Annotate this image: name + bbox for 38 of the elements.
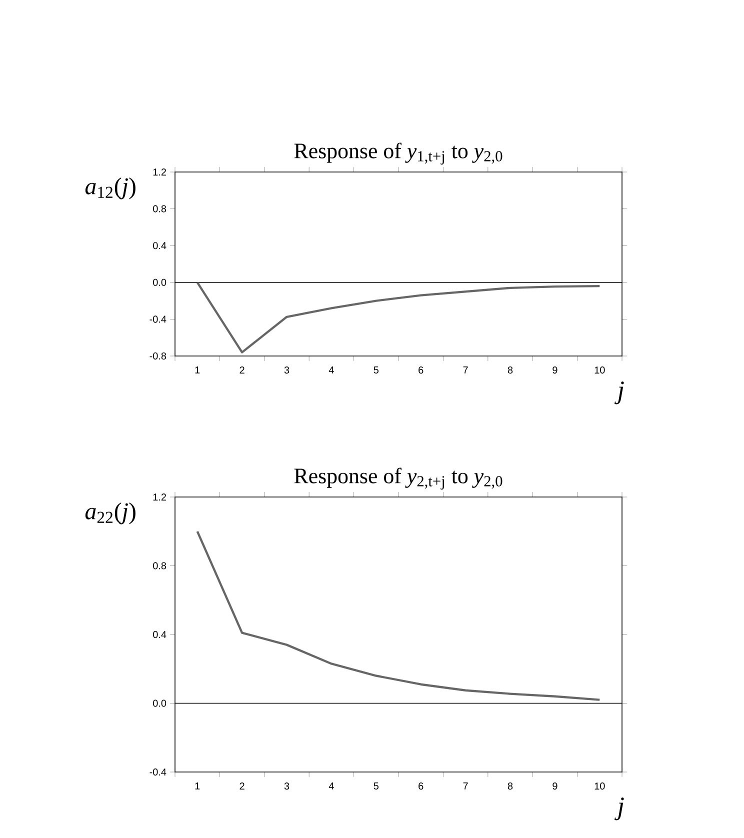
x-axis-title: j [614, 798, 624, 820]
x-tick-label: 7 [463, 782, 468, 790]
x-tick-label: 7 [463, 366, 468, 374]
x-tick-label: 8 [508, 782, 513, 790]
y-tick-label: 0.8 [153, 562, 166, 570]
y-tick-label: -0.8 [150, 352, 166, 360]
y-tick-label: -0.4 [150, 768, 166, 776]
x-tick-label: 9 [552, 782, 558, 790]
y-tick-label: 0.8 [153, 205, 166, 212]
line-series [196, 530, 601, 701]
y-tick-label: 0.0 [153, 278, 166, 286]
x-tick-label: 9 [552, 366, 558, 374]
y-tick-label: 0.4 [153, 242, 166, 250]
x-tick-label: 10 [594, 782, 605, 790]
y-tick-label: 0.0 [153, 700, 166, 707]
chart-title: Response of y$_{2,t+j}$ to y$_{2,0}$ [294, 468, 502, 490]
x-tick-label: 4 [328, 366, 334, 374]
y-tick-label: 0.4 [153, 630, 166, 638]
x-tick-label: 3 [284, 366, 290, 374]
x-tick-label: 1 [195, 782, 200, 790]
y-tick-label: -0.4 [150, 316, 166, 323]
x-tick-label: 4 [328, 782, 334, 790]
x-axis-title: j [614, 382, 624, 404]
y-tick-label: 1.2 [153, 494, 166, 500]
y-axis-title: a$_{22}$(j) [85, 502, 136, 524]
x-tick-label: 3 [284, 782, 290, 790]
y-axis-title: a$_{12}$(j) [85, 178, 136, 200]
x-tick-label: 5 [374, 782, 379, 790]
x-tick-label: 1 [195, 366, 200, 374]
chart-title: Response of y$_{1,t+j}$ to y$_{2,0}$ [294, 142, 502, 165]
x-tick-label: 10 [594, 366, 605, 374]
x-tick-label: 2 [240, 366, 244, 374]
x-tick-label: 6 [418, 366, 424, 374]
x-tick-label: 2 [240, 782, 244, 790]
y-tick-label: 1.2 [153, 168, 166, 176]
x-tick-label: 6 [418, 782, 424, 790]
x-tick-label: 5 [374, 366, 379, 374]
x-tick-label: 8 [508, 366, 513, 374]
